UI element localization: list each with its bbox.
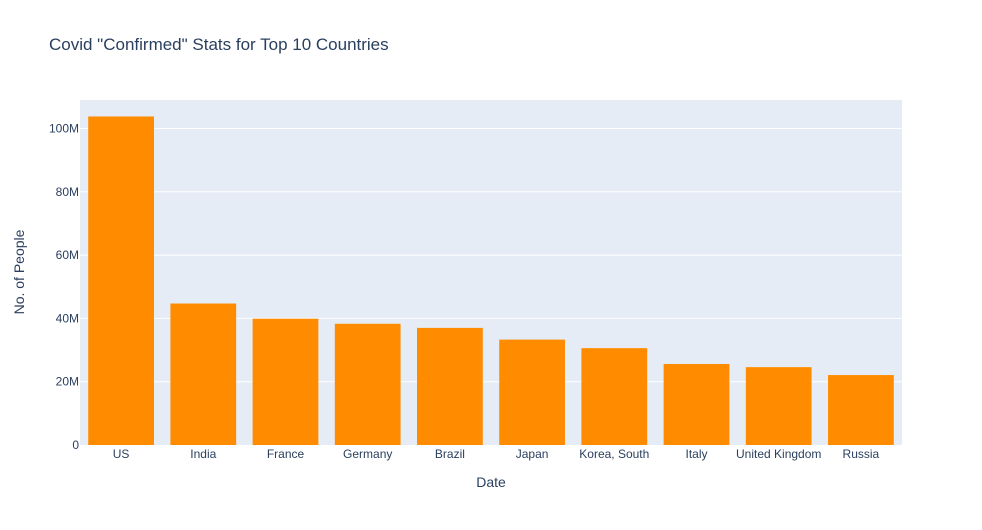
x-tick-label: Russia xyxy=(843,447,880,461)
y-tick-label: 20M xyxy=(56,375,79,389)
x-tick-label: Korea, South xyxy=(579,447,649,461)
bar[interactable] xyxy=(170,303,237,445)
y-axis-title: No. of People xyxy=(11,229,27,314)
x-tick-label: US xyxy=(113,447,130,461)
bar[interactable] xyxy=(88,116,154,446)
x-tick-label: France xyxy=(267,447,305,461)
bar[interactable] xyxy=(252,318,319,445)
x-axis-ticks: US India France Germany Brazil Japan Korea, So… xyxy=(113,447,880,461)
y-tick-label: 80M xyxy=(56,185,79,199)
y-tick-label: 40M xyxy=(56,311,79,325)
bar[interactable] xyxy=(334,323,401,445)
y-tick-label: 100M xyxy=(49,121,79,135)
bar[interactable] xyxy=(417,327,483,445)
x-tick-label: Germany xyxy=(343,447,392,461)
x-tick-label: Italy xyxy=(685,447,707,461)
y-axis-ticks: 0 20M 40M 60M 80M 100M xyxy=(49,121,79,452)
x-tick-label: United Kingdom xyxy=(736,447,821,461)
y-tick-label: 60M xyxy=(56,248,79,262)
bar[interactable] xyxy=(745,367,812,445)
bar[interactable] xyxy=(828,375,894,445)
x-axis-title: Date xyxy=(476,474,506,490)
bars xyxy=(88,116,894,446)
x-tick-label: Brazil xyxy=(435,447,465,461)
y-tick-label: 0 xyxy=(72,438,79,452)
bar[interactable] xyxy=(581,348,648,445)
x-tick-label: India xyxy=(190,447,216,461)
bar[interactable] xyxy=(499,339,565,445)
bar[interactable] xyxy=(663,363,730,445)
chart-title: Covid "Confirmed" Stats for Top 10 Count… xyxy=(49,35,389,54)
x-tick-label: Japan xyxy=(516,447,549,461)
